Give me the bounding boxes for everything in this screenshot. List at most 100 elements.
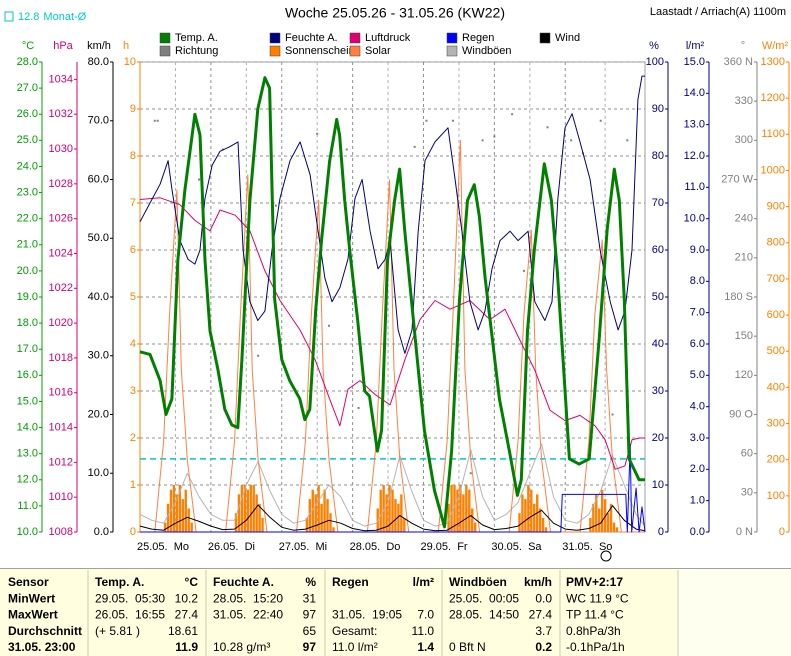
series-line	[140, 139, 645, 533]
y-tick-label: 70	[652, 197, 664, 209]
legend-swatch	[159, 32, 171, 44]
y-tick-label: 1022	[49, 282, 73, 294]
legend-swatch	[349, 45, 361, 57]
dot	[357, 406, 360, 409]
y-tick-label: 360 N	[724, 56, 753, 68]
table-cell: 28.05. 14:50	[449, 608, 519, 622]
y-tick-label: 22.0	[17, 213, 38, 225]
bar	[246, 489, 249, 532]
y-tick-label: 700	[767, 273, 785, 285]
bar	[252, 485, 255, 532]
dot	[522, 269, 525, 272]
mean-value: 12.8	[18, 11, 39, 23]
y-tick-label: 21.0	[17, 239, 38, 251]
y-tick-label: 15.0	[684, 56, 705, 68]
legend-label: Luftdruck	[365, 32, 411, 44]
y-tick-label: 1200	[761, 92, 785, 104]
y-tick-label: 30.0	[88, 350, 109, 362]
stats-panel-right	[678, 568, 791, 656]
bar	[394, 499, 397, 532]
y-tick-label: 17.0	[17, 343, 38, 355]
legend-swatch	[446, 45, 458, 57]
table-cell: 1.4	[417, 640, 434, 654]
bar	[323, 489, 326, 532]
bar	[385, 494, 388, 532]
bar	[166, 503, 170, 532]
axis-title: W/m²	[762, 40, 789, 52]
legend-swatch	[446, 32, 458, 44]
x-tick-label: 25.05. Mo	[137, 541, 189, 553]
bar	[329, 513, 332, 532]
bar	[462, 494, 465, 532]
bar	[332, 527, 335, 532]
x-tick-label: 27.05. Mi	[279, 541, 327, 553]
bar	[240, 485, 244, 532]
bar	[471, 508, 474, 532]
bar	[234, 513, 238, 532]
dot	[413, 145, 416, 148]
axis-title: °C	[22, 40, 34, 52]
y-tick-label: 12.0	[684, 150, 705, 162]
y-tick-label: 4.0	[690, 401, 705, 413]
table-cell: 31	[303, 591, 317, 605]
table-cell: 11.0	[412, 624, 435, 638]
y-tick-label: 9	[130, 103, 136, 115]
bar	[187, 508, 190, 532]
y-tick-label: 1024	[49, 247, 73, 259]
legend-label: Richtung	[175, 45, 218, 57]
bar	[249, 485, 252, 532]
axis-title: %	[649, 40, 659, 52]
y-tick-label: 23.0	[17, 186, 38, 198]
bar	[533, 503, 536, 532]
y-tick-label: 12.0	[17, 474, 38, 486]
y-tick-label: 14.0	[17, 421, 38, 433]
y-tick-label: 1034	[49, 73, 73, 85]
legend-swatch	[349, 32, 361, 44]
y-tick-label: 180 S	[724, 291, 753, 303]
axis-title: km/h	[87, 40, 111, 52]
y-tick-label: 9.0	[690, 244, 705, 256]
y-tick-label: 2.0	[690, 463, 705, 475]
bar	[598, 508, 601, 532]
y-tick-label: 100	[646, 56, 664, 68]
bar	[538, 508, 542, 532]
y-tick-label: 0	[130, 526, 136, 538]
bar	[237, 494, 241, 532]
series-line	[139, 443, 646, 527]
table-cell: Temp. A.	[95, 575, 144, 589]
y-tick-label: 1020	[49, 317, 73, 329]
axis-title: h	[123, 40, 129, 52]
legend-swatch	[159, 45, 171, 57]
table-cell: 31.05. 19:05	[332, 608, 402, 622]
y-tick-label: 30	[741, 487, 753, 499]
y-tick-label: 1018	[49, 352, 73, 364]
table-cell: 97	[303, 608, 317, 622]
table-cell: 18.61	[168, 624, 198, 638]
x-tick-label: 26.05. Di	[208, 541, 255, 553]
y-tick-label: 600	[767, 309, 785, 321]
bar	[473, 522, 477, 532]
dot	[452, 119, 455, 122]
y-tick-label: 60	[652, 244, 664, 256]
y-tick-label: 1012	[49, 456, 73, 468]
y-tick-label: 1032	[49, 108, 73, 120]
bar	[606, 513, 610, 532]
bar	[379, 489, 382, 532]
bar	[317, 485, 320, 532]
bar	[541, 517, 545, 532]
y-tick-label: 900	[767, 201, 785, 213]
bar	[175, 494, 179, 532]
y-tick-label: 210	[735, 252, 753, 264]
y-tick-label: 40.0	[88, 291, 109, 303]
table-cell: MaxWert	[8, 608, 58, 622]
dot	[425, 119, 428, 122]
y-tick-label: 11.0	[684, 181, 705, 193]
dot	[481, 139, 484, 142]
dot	[345, 148, 348, 151]
legend-swatch	[539, 32, 551, 44]
table-cell: -0.1hPa/1h	[566, 640, 625, 654]
y-tick-label: 18.0	[17, 317, 38, 329]
table-cell: Durchschnitt	[8, 624, 82, 638]
y-tick-label: 1008	[49, 526, 73, 538]
